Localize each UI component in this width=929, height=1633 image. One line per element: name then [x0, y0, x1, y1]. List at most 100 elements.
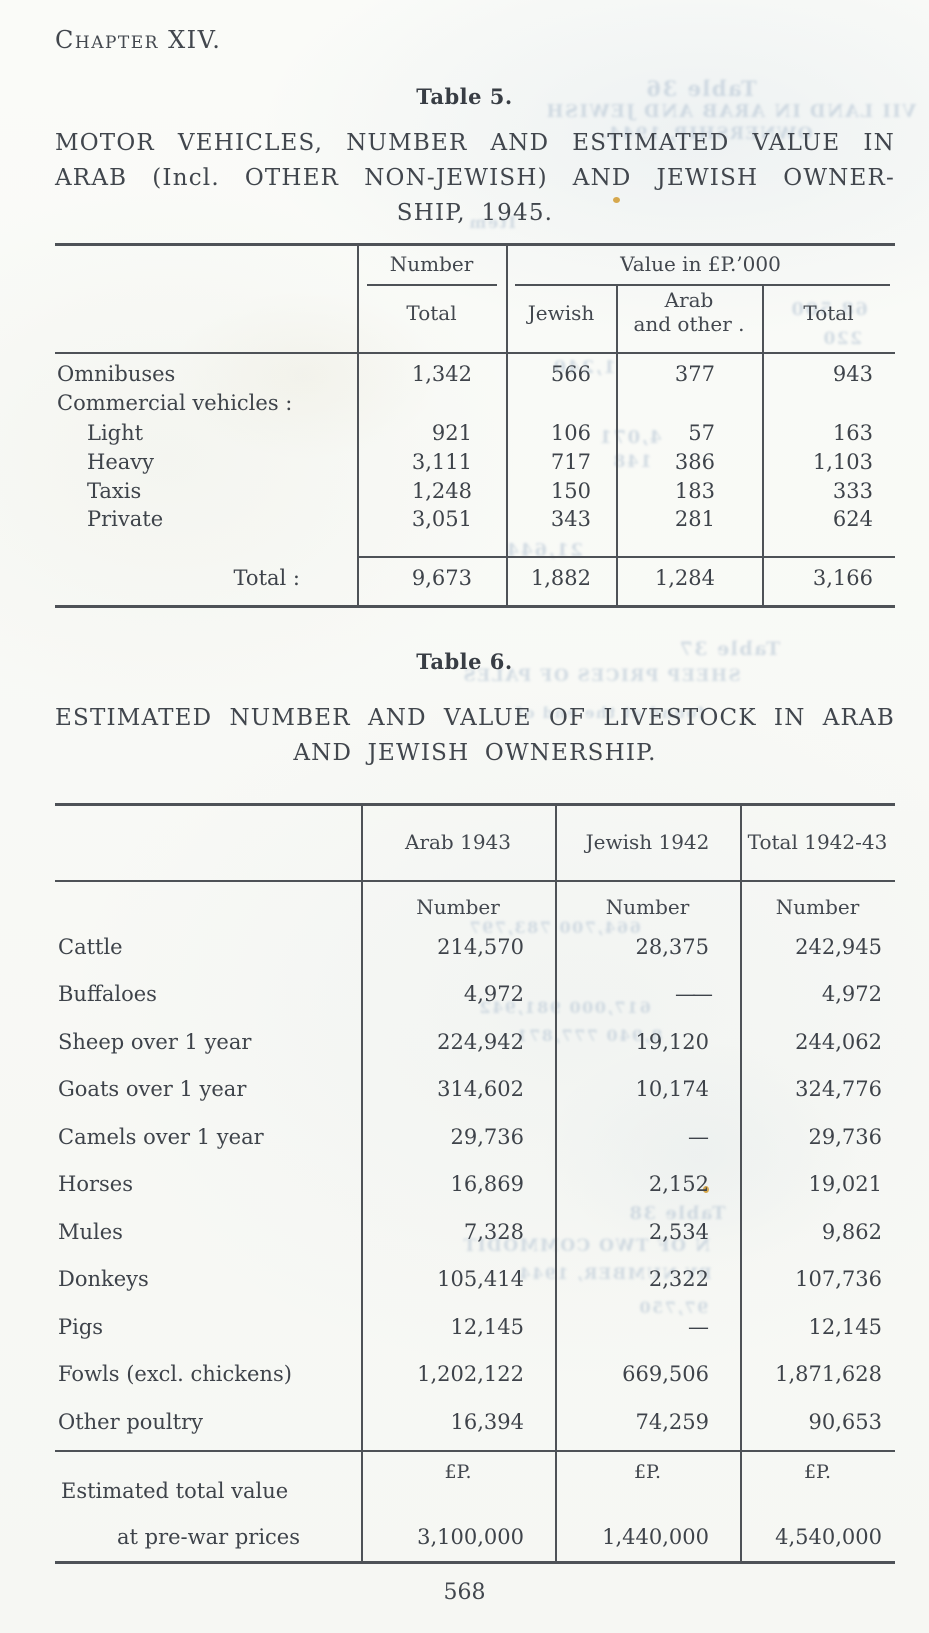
row-label: Sheep over 1 year [58, 1030, 252, 1054]
currency-total: £P. [803, 1461, 832, 1483]
cell-total: 1,871,628 [775, 1362, 882, 1386]
row-label: Other poultry [58, 1410, 203, 1434]
cell-jewish: 1,882 [530, 566, 591, 590]
cell-total: 107,736 [795, 1267, 882, 1291]
table5-title: MOTOR VEHICLES, NUMBER AND ESTIMATED VAL… [55, 126, 895, 231]
row-label: Light [87, 421, 144, 445]
footer-value-total: 4,540,000 [775, 1525, 882, 1549]
row-label: Omnibuses [57, 362, 176, 386]
cell-total: 12,145 [808, 1315, 882, 1339]
table6-title-line2: AND JEWISH OWNERSHIP. [293, 740, 657, 766]
cell-arab: 386 [674, 450, 715, 474]
cell-number-total: 9,673 [411, 566, 472, 590]
cell-total: 9,862 [821, 1220, 882, 1244]
table5-bottom-rule [55, 605, 895, 608]
cell-value-total: 163 [832, 421, 873, 445]
cell-arab: 4,972 [463, 982, 524, 1006]
cell-arab: 314,602 [437, 1077, 524, 1101]
cell-value-total: 943 [832, 362, 873, 386]
row-label: Horses [58, 1172, 133, 1196]
cell-arab: 105,414 [437, 1267, 524, 1291]
cell-number-total: 921 [431, 421, 472, 445]
footer-value-arab: 3,100,000 [417, 1525, 524, 1549]
currency-jewish: £P. [633, 1461, 662, 1483]
table6: Arab 1943 Jewish 1942 Total 1942-43 Numb… [55, 803, 895, 1564]
cell-jewish: 150 [550, 479, 591, 503]
table6-col-total: Total 1942-43 [747, 830, 888, 854]
table5-vrule-1 [357, 243, 359, 605]
table5-value-subrule [515, 284, 890, 286]
cell-arab: 57 [688, 421, 715, 445]
table5-number-subrule [367, 284, 497, 286]
cell-jewish: 2,534 [648, 1220, 709, 1244]
table5-col-value-group: Value in £P.’000 [620, 252, 781, 276]
cell-number-total: 1,248 [411, 479, 472, 503]
table6-vrule-3 [740, 803, 742, 1561]
row-label: Camels over 1 year [58, 1125, 264, 1149]
table6-title-line1: ESTIMATED NUMBER AND VALUE OF LIVESTOCK … [55, 705, 895, 731]
table6-top-rule [55, 803, 895, 806]
table6-title: ESTIMATED NUMBER AND VALUE OF LIVESTOCK … [55, 701, 895, 771]
table5-top-rule [55, 243, 895, 246]
row-label: Pigs [58, 1315, 104, 1339]
table6-caption: Table 6. [416, 649, 513, 674]
cell-arab: 16,869 [450, 1172, 524, 1196]
footer-label-line1: Estimated total value [61, 1479, 289, 1503]
cell-jewish: — [688, 1315, 709, 1339]
cell-arab: 29,736 [450, 1125, 524, 1149]
cell-jewish: 343 [550, 507, 591, 531]
cell-jewish: 74,259 [635, 1410, 709, 1434]
cell-arab: 183 [674, 479, 715, 503]
cell-jewish: 19,120 [635, 1030, 709, 1054]
cell-arab: 1,284 [654, 566, 715, 590]
cell-value-total: 1,103 [812, 450, 873, 474]
cell-jewish: 28,375 [635, 935, 709, 959]
page-number: 568 [443, 1580, 486, 1605]
cell-jewish: 566 [550, 362, 591, 386]
cell-jewish: 106 [550, 421, 591, 445]
table5-pretotal-rule [357, 556, 895, 558]
row-label: Private [87, 507, 164, 531]
row-label: Buffaloes [58, 982, 157, 1006]
cell-total: 244,062 [795, 1030, 882, 1054]
table5-subcol-arab-line1: Arab [664, 288, 714, 312]
footer-value-jewish: 1,440,000 [602, 1525, 709, 1549]
cell-jewish: 2,152 [648, 1172, 709, 1196]
table5: Number Value in £P.’000 Total Jewish Ara… [55, 243, 895, 609]
row-label: Donkeys [58, 1267, 149, 1291]
cell-jewish: 2,322 [648, 1267, 709, 1291]
cell-number-total: 3,051 [411, 507, 472, 531]
row-label: Mules [58, 1220, 123, 1244]
cell-jewish: 669,506 [622, 1362, 709, 1386]
table5-vrule-4 [762, 286, 764, 605]
table6-unit-arab: Number [416, 895, 500, 919]
cell-arab: 224,942 [437, 1030, 524, 1054]
cell-arab: 1,202,122 [417, 1362, 524, 1386]
table6-vrule-2 [555, 803, 557, 1561]
currency-arab: £P. [444, 1461, 472, 1483]
cell-total: 19,021 [808, 1172, 882, 1196]
table6-header-rule [55, 880, 895, 882]
cell-arab: 377 [674, 362, 715, 386]
table6-col-jewish: Jewish 1942 [585, 830, 710, 854]
footer-label-line2: at pre-war prices [117, 1525, 301, 1549]
row-label: Fowls (excl. chickens) [58, 1362, 292, 1386]
table6-bottom-rule [55, 1561, 895, 1564]
cell-value-total: 624 [832, 507, 873, 531]
table5-subcol-total-value: Total [803, 301, 854, 325]
cell-arab: 7,328 [463, 1220, 524, 1244]
cell-total: 4,972 [821, 982, 882, 1006]
table5-title-line1: MOTOR VEHICLES, NUMBER AND ESTIMATED VAL… [55, 130, 895, 156]
table5-col-number: Number [389, 252, 474, 276]
row-label: Taxis [87, 479, 142, 503]
table5-vrule-2 [506, 243, 508, 605]
chapter-heading: Chapter XIV. [55, 26, 222, 54]
table5-title-line2: ARAB (Incl. OTHER NON-JEWISH) AND JEWISH… [55, 165, 895, 191]
table6-unit-jewish: Number [605, 895, 690, 919]
cell-jewish: 10,174 [635, 1077, 709, 1101]
table6-vrule-1 [361, 803, 363, 1561]
cell-arab: 12,145 [450, 1315, 524, 1339]
cell-total: 324,776 [795, 1077, 882, 1101]
row-label: Cattle [58, 935, 123, 959]
